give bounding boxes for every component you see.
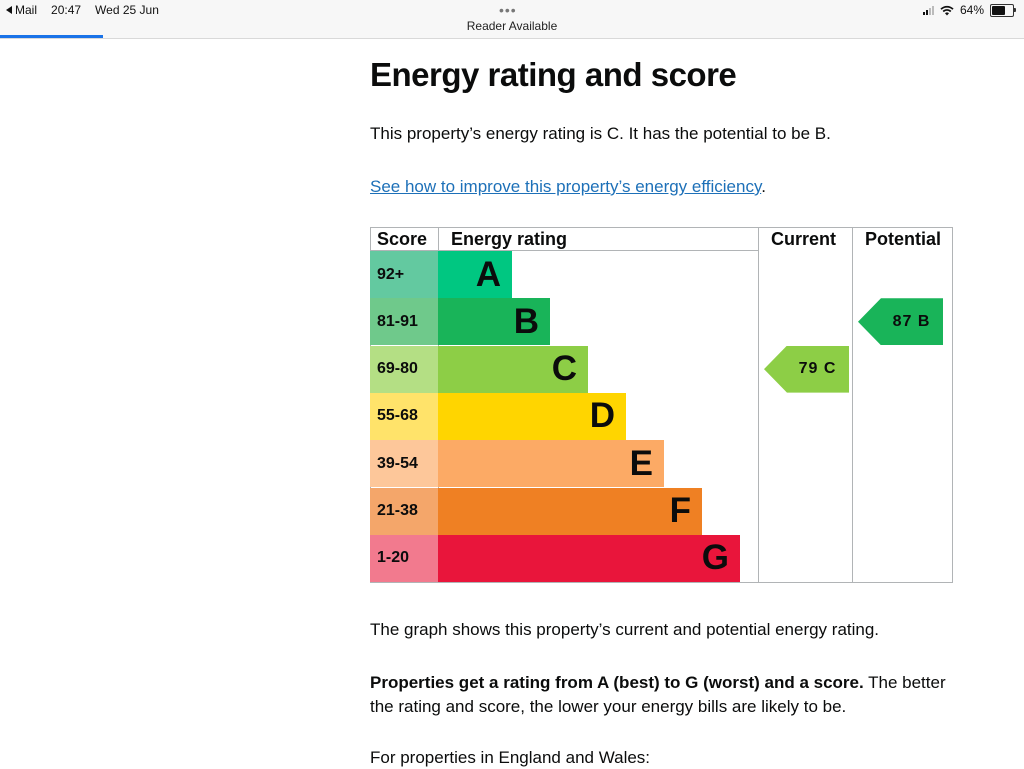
- battery-level-fill: [992, 5, 1005, 15]
- potential-rating-label: 87 B: [892, 312, 931, 330]
- header-potential: Potential: [865, 229, 942, 249]
- status-bar: Mail 20:47 Wed 25 Jun ••• Reader Availab…: [0, 0, 1024, 39]
- score-range-d: 55-68: [370, 392, 438, 440]
- back-arrow-icon: [6, 6, 12, 14]
- battery-icon: [990, 3, 1016, 17]
- band-bar-d: D: [438, 392, 626, 440]
- link-suffix: .: [761, 177, 766, 196]
- rating-explanation-bold: Properties get a rating from A (best) to…: [370, 673, 864, 692]
- page-load-progress: [0, 35, 103, 38]
- reader-available-button[interactable]: Reader Available: [466, 19, 558, 33]
- band-bar-c: C: [438, 345, 588, 393]
- back-to-mail-button[interactable]: Mail: [6, 3, 37, 17]
- england-wales-heading: For properties in England and Wales:: [370, 748, 651, 767]
- battery-percent: 64%: [959, 3, 984, 17]
- band-bar-b: B: [438, 298, 550, 346]
- status-left: Mail 20:47 Wed 25 Jun: [6, 3, 159, 17]
- current-rating-label: 79 C: [798, 360, 837, 378]
- band-bar-g: G: [438, 534, 740, 582]
- multitasking-dots-icon[interactable]: •••: [499, 2, 517, 18]
- cellular-signal-icon: [922, 5, 934, 15]
- header-current: Current: [771, 229, 837, 249]
- graph-explanation: The graph shows this property’s current …: [370, 620, 880, 639]
- page-title: Energy rating and score: [370, 56, 737, 93]
- score-range-a: 92+: [370, 251, 438, 298]
- energy-rating-chart: Score Energy rating Current Potential 92…: [370, 227, 953, 583]
- wifi-icon: [940, 5, 954, 15]
- status-time: 20:47: [51, 3, 82, 17]
- column-divider: [852, 227, 853, 583]
- status-right: 64%: [922, 3, 1016, 17]
- rating-explanation-rest: The better the rating and score, the low…: [370, 673, 946, 716]
- back-label: Mail: [15, 3, 38, 17]
- score-range-f: 21-38: [370, 487, 438, 535]
- header-score: Score: [377, 229, 428, 249]
- rating-intro: This property’s energy rating is C. It h…: [370, 124, 831, 143]
- band-bar-e: E: [438, 440, 664, 488]
- status-date: Wed 25 Jun: [95, 3, 159, 17]
- header-divider: [370, 250, 758, 251]
- score-range-c: 69-80: [370, 345, 438, 393]
- improve-paragraph: See how to improve this property’s energ…: [370, 176, 766, 198]
- main-content: Energy rating and score This property’s …: [370, 55, 960, 196]
- rating-explanation: Properties get a rating from A (best) to…: [370, 671, 960, 719]
- band-bar-f: F: [438, 487, 702, 535]
- score-range-e: 39-54: [370, 440, 438, 488]
- score-range-b: 81-91: [370, 298, 438, 346]
- improve-efficiency-link[interactable]: See how to improve this property’s energ…: [370, 177, 762, 196]
- band-bar-a: A: [438, 251, 512, 298]
- column-divider: [758, 227, 759, 583]
- header-energy-rating: Energy rating: [451, 229, 568, 249]
- score-range-g: 1-20: [370, 534, 438, 582]
